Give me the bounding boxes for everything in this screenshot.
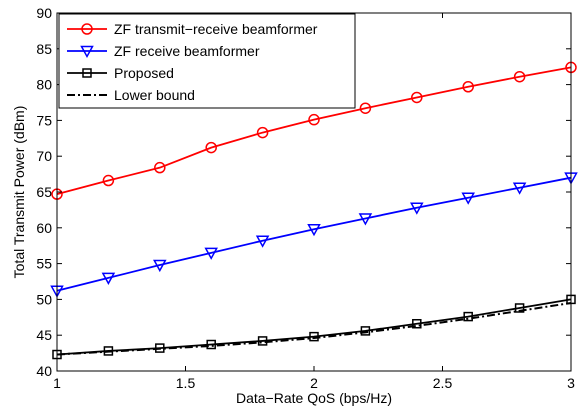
data-point: [410, 202, 424, 215]
y-tick-label: 40: [36, 363, 52, 379]
data-point: [514, 303, 525, 313]
legend-item-proposed: Proposed: [67, 65, 174, 81]
legend: ZF transmit−receive beamformer ZF receive…: [58, 13, 356, 109]
legend-item-lower-bound: Lower bound: [67, 87, 195, 103]
data-point: [360, 326, 371, 336]
data-point: [462, 80, 474, 93]
x-tick-label: 2.5: [433, 375, 453, 391]
legend-label: Lower bound: [114, 87, 195, 103]
data-point: [154, 161, 166, 174]
data-point: [412, 318, 422, 329]
y-tick-label: 45: [36, 327, 52, 343]
x-axis-label: Data−Rate QoS (bps/Hz): [236, 390, 392, 406]
x-tick-label: 1: [53, 375, 61, 391]
data-point: [461, 192, 475, 205]
data-point: [512, 182, 527, 195]
legend-label: ZF transmit−receive beamformer: [114, 21, 318, 37]
x-tick-label: 1.5: [176, 375, 196, 391]
data-point: [513, 70, 526, 83]
data-point: [101, 272, 116, 285]
x-tick-label: 2: [310, 375, 318, 391]
legend-marker: [80, 45, 94, 59]
data-point: [257, 336, 268, 346]
data-point: [358, 213, 373, 226]
legend-item-zf-receive-beamformer: ZF receive beamformer: [67, 43, 260, 59]
data-point: [411, 91, 423, 104]
y-tick-label: 50: [36, 291, 52, 307]
y-tick-label: 85: [36, 41, 52, 57]
axes-layer: 1 1.5 2 2.5 3 40 45 50 55 60 65 70 75 80 85 90: [36, 5, 575, 391]
data-point: [307, 223, 321, 237]
y-tick-label: 90: [36, 5, 52, 21]
legend-box: [58, 13, 356, 109]
y-tick-label: 75: [36, 112, 52, 128]
legend-marker: [81, 23, 93, 35]
y-axis-label: Total Transmit Power (dBm): [11, 106, 27, 279]
data-point: [308, 113, 320, 126]
series-line: [56, 301, 572, 356]
y-tick-label: 70: [36, 148, 52, 164]
data-point: [256, 126, 269, 139]
data-point: [206, 339, 216, 350]
series-lower-bound: [56, 301, 572, 356]
y-tick-label: 60: [36, 220, 52, 236]
data-point: [359, 102, 372, 114]
y-tick-label: 55: [36, 256, 52, 272]
x-tick-label: 3: [567, 375, 575, 391]
series-line: [56, 66, 572, 196]
legend-label: ZF receive beamformer: [114, 43, 260, 59]
series-zf-receive-beamformer: [50, 172, 578, 298]
y-tick-label: 80: [36, 77, 52, 93]
legend-marker: [82, 68, 92, 78]
data-point: [463, 311, 473, 322]
data-point: [153, 259, 167, 273]
y-tick-label: 65: [36, 184, 52, 200]
data-point: [255, 235, 270, 248]
data-point: [102, 174, 115, 187]
data-point: [204, 247, 218, 260]
legend-item-zf-transmit-receive-beamformer: ZF transmit−receive beamformer: [67, 21, 318, 37]
legend-label: Proposed: [114, 65, 174, 81]
series-line: [56, 176, 572, 292]
data-point: [205, 141, 217, 154]
